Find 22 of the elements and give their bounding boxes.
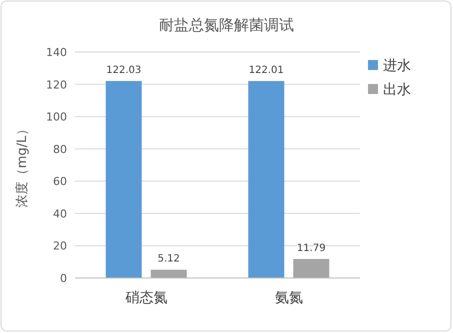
y-tick-label: 20 <box>53 240 67 253</box>
y-tick-label: 140 <box>46 46 67 59</box>
y-tick-label: 60 <box>53 175 67 188</box>
x-tick-label: 硝态氮 <box>124 290 168 306</box>
bar <box>106 81 142 278</box>
x-tick-label: 氨氮 <box>274 290 303 306</box>
y-tick-label: 40 <box>53 207 67 220</box>
data-label: 122.03 <box>106 65 142 76</box>
bar <box>150 270 187 278</box>
legend-label: 出水 <box>383 82 411 98</box>
bar <box>248 81 284 278</box>
chart-title: 耐盐总氮降解菌调试 <box>159 16 294 34</box>
y-tick-label: 100 <box>46 110 67 124</box>
y-tick-label: 80 <box>53 142 67 156</box>
data-label: 122.01 <box>248 65 284 76</box>
y-axis-title: 浓度（mg/L） <box>14 122 30 208</box>
bar <box>293 258 330 278</box>
legend-label: 进水 <box>383 58 411 74</box>
y-tick-label: 0 <box>60 272 67 285</box>
y-tick-label: 120 <box>46 78 67 92</box>
data-label: 5.12 <box>158 254 180 265</box>
data-label: 11.79 <box>296 242 326 254</box>
